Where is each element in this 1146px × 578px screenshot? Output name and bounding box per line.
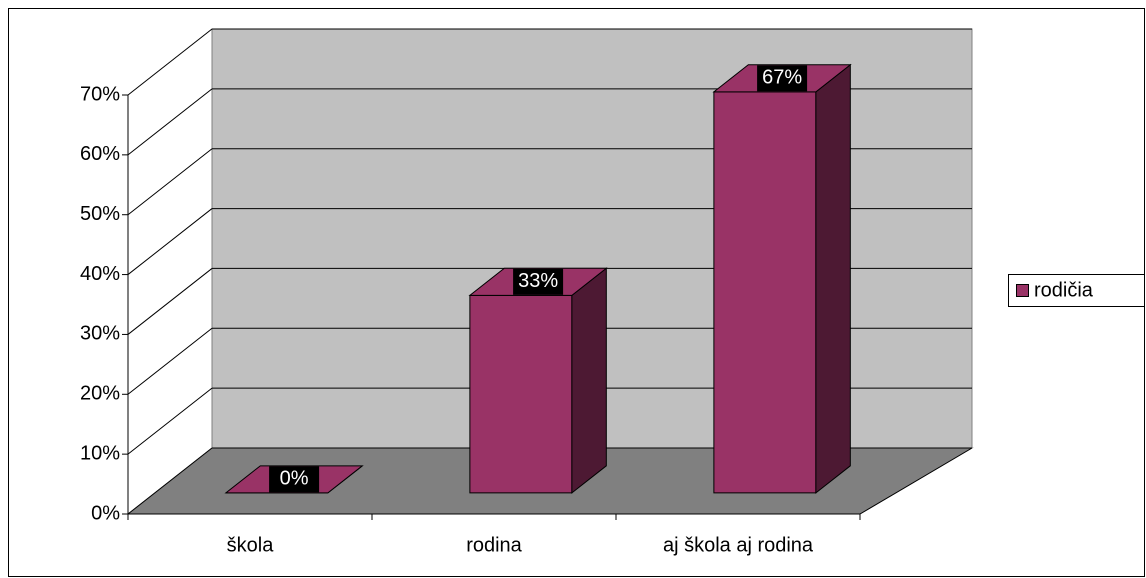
legend-label: rodičia	[1034, 279, 1094, 301]
value-label: 33%	[518, 270, 558, 292]
grid-line	[127, 208, 213, 275]
y-tick-label: 70%	[80, 83, 120, 105]
bar-side	[571, 267, 607, 494]
y-tick-label: 0%	[91, 502, 120, 524]
grid-line	[127, 88, 213, 156]
y-tick-label: 20%	[80, 383, 120, 405]
bar-front	[469, 294, 573, 494]
y-tick-label: 50%	[80, 203, 120, 225]
plot-area: 0% 10% 20% 30% 40% 50% 60% 70% 0% škola 33% rodina 6…	[80, 28, 974, 556]
grid-line	[127, 447, 213, 515]
grid-line	[127, 268, 213, 335]
grid-line	[127, 28, 213, 96]
x-tick-label: aj škola aj rodina	[663, 534, 814, 556]
bar-front	[713, 91, 817, 494]
x-tick-label: škola	[227, 534, 275, 556]
x-tick-label: rodina	[466, 534, 522, 556]
value-label: 0%	[280, 468, 309, 490]
legend-swatch	[1016, 284, 1029, 297]
value-label-bg	[513, 268, 564, 295]
grid-line	[127, 327, 213, 395]
y-tick-label: 30%	[80, 323, 120, 345]
y-tick-label: 40%	[80, 263, 120, 285]
y-tick-label: 10%	[80, 442, 120, 464]
floor-edge	[859, 447, 973, 515]
legend-box	[1008, 274, 1145, 307]
bar-side	[815, 63, 851, 494]
value-label: 67%	[762, 67, 802, 89]
legend: rodičia	[1008, 274, 1145, 307]
grid-line	[127, 387, 213, 455]
value-label-bg	[269, 466, 320, 493]
value-label-bg	[757, 65, 808, 92]
grid-line	[127, 148, 213, 216]
y-tick-label: 60%	[80, 143, 120, 165]
